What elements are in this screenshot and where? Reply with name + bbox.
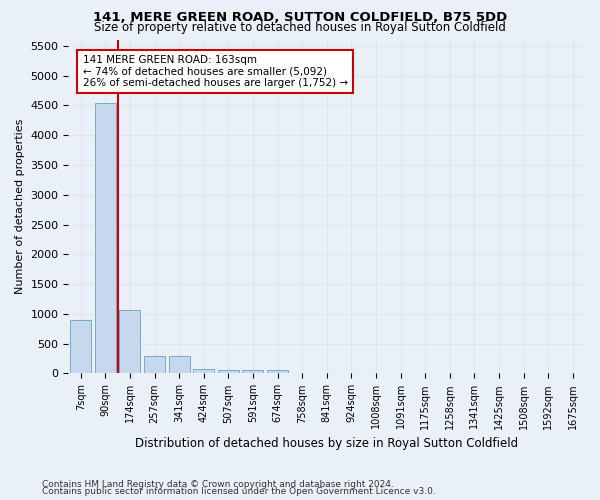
Text: Contains HM Land Registry data © Crown copyright and database right 2024.: Contains HM Land Registry data © Crown c…: [42, 480, 394, 489]
Text: Contains public sector information licensed under the Open Government Licence v3: Contains public sector information licen…: [42, 487, 436, 496]
Y-axis label: Number of detached properties: Number of detached properties: [15, 119, 25, 294]
Text: 141 MERE GREEN ROAD: 163sqm
← 74% of detached houses are smaller (5,092)
26% of : 141 MERE GREEN ROAD: 163sqm ← 74% of det…: [83, 55, 348, 88]
X-axis label: Distribution of detached houses by size in Royal Sutton Coldfield: Distribution of detached houses by size …: [135, 437, 518, 450]
Bar: [119, 310, 140, 374]
Bar: [193, 368, 214, 374]
Bar: [169, 356, 190, 374]
Bar: [70, 320, 91, 374]
Text: Size of property relative to detached houses in Royal Sutton Coldfield: Size of property relative to detached ho…: [94, 22, 506, 35]
Bar: [242, 370, 263, 374]
Bar: [267, 370, 288, 374]
Bar: [144, 356, 165, 374]
Bar: [218, 370, 239, 374]
Bar: [95, 102, 116, 374]
Text: 141, MERE GREEN ROAD, SUTTON COLDFIELD, B75 5DD: 141, MERE GREEN ROAD, SUTTON COLDFIELD, …: [93, 11, 507, 24]
